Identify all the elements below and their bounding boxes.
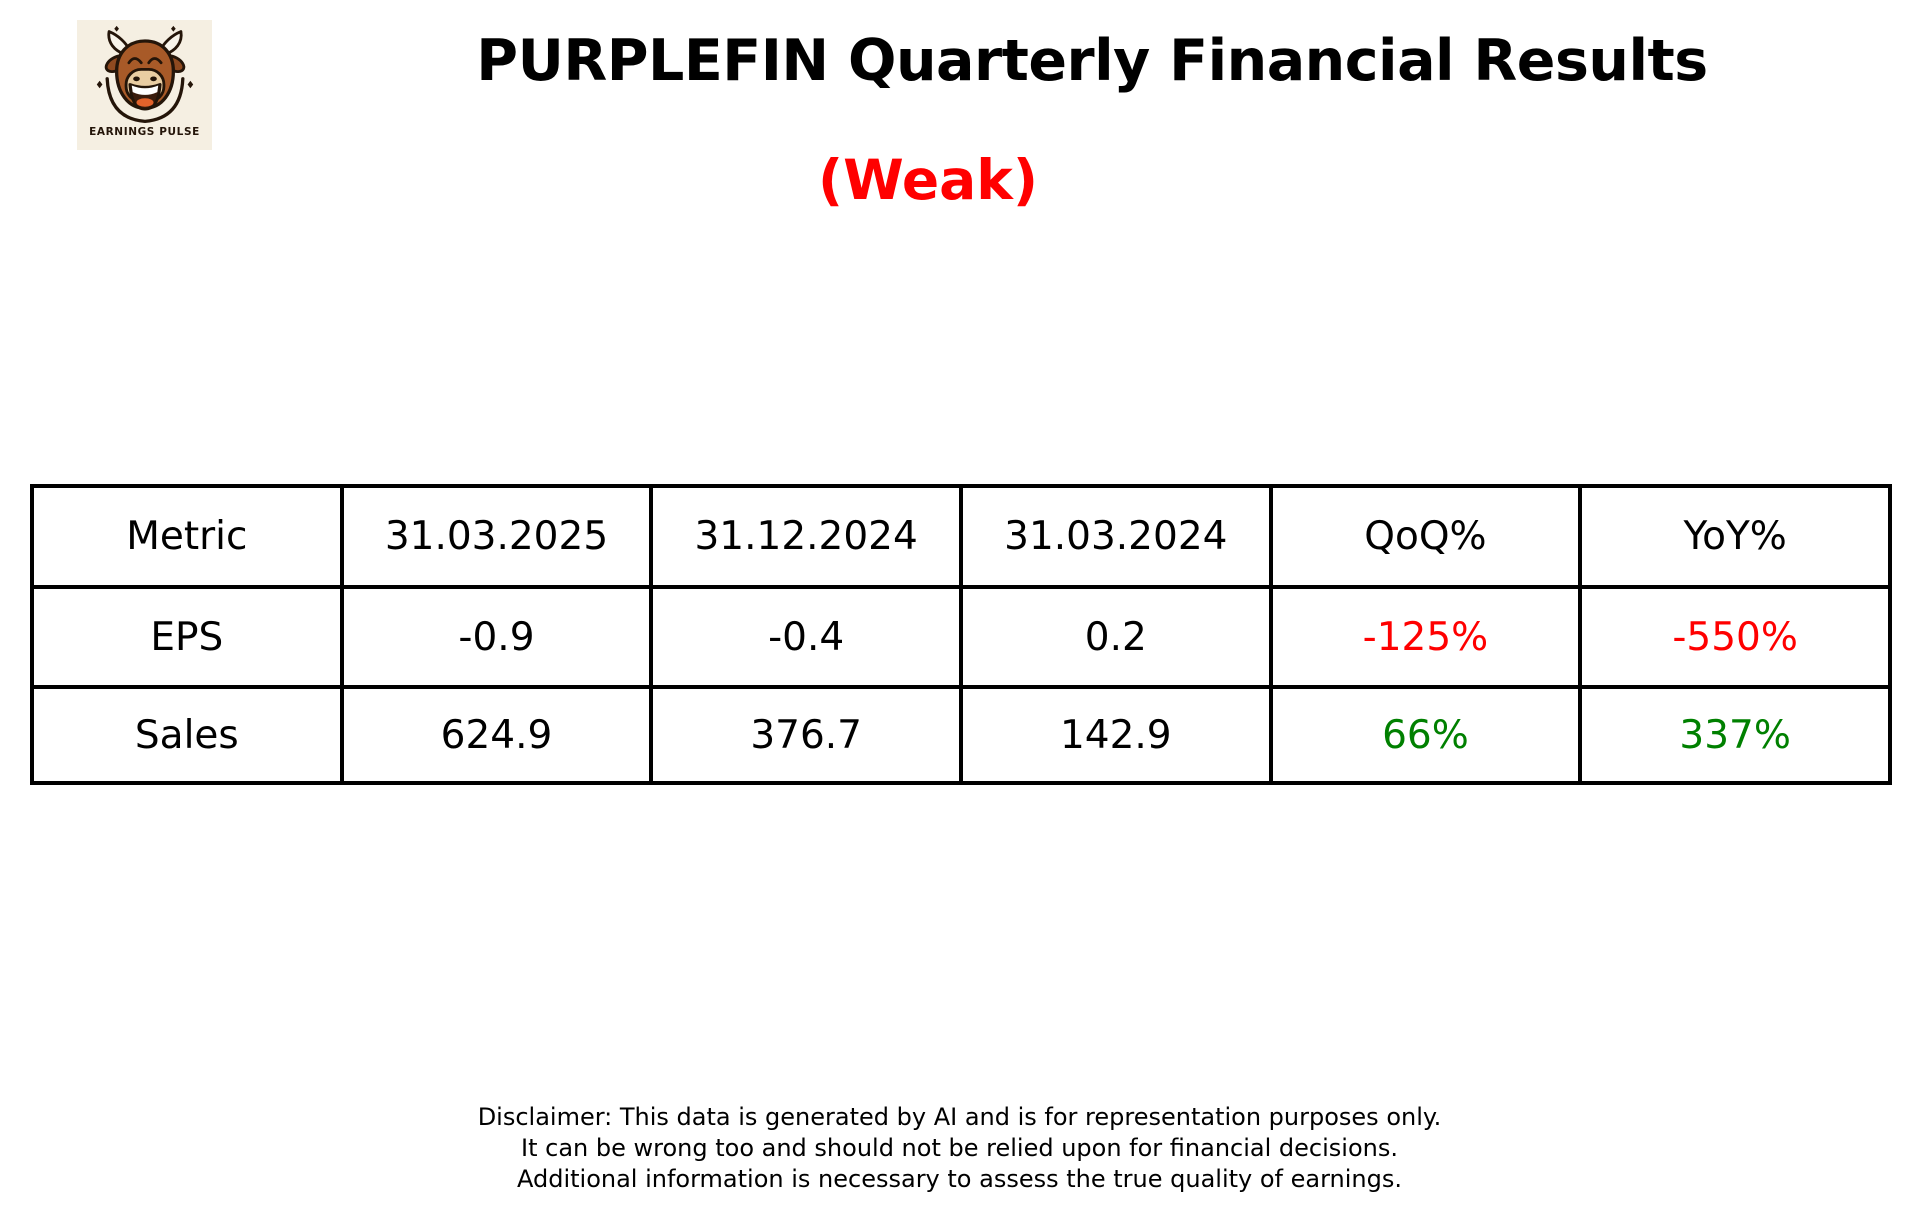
cell-sales-q-yearago: 142.9 [958,685,1273,785]
cell-eps-q-yearago: 0.2 [958,585,1273,689]
cell-eps-q-previous: -0.4 [649,585,963,689]
cell-eps-q-current: -0.9 [339,585,654,689]
sentiment-subtitle: (Weak) [818,148,1038,212]
disclaimer-line: Disclaimer: This data is generated by AI… [477,1103,1442,1131]
table-row-eps: EPS -0.9 -0.4 0.2 -125% -550% [30,585,1892,689]
cell-sales-q-current: 624.9 [339,685,654,785]
page-title: PURPLEFIN Quarterly Financial Results [476,28,1708,94]
earnings-pulse-logo: EARNINGS PULSE [77,20,212,150]
col-header-q-current: 31.03.2025 [339,484,654,589]
col-header-q-yearago: 31.03.2024 [958,484,1273,589]
cell-sales-q-previous: 376.7 [649,685,963,785]
cell-eps-metric: EPS [30,585,344,689]
table-row-sales: Sales 624.9 376.7 142.9 66% 337% [30,685,1892,785]
financial-results-table: Metric 31.03.2025 31.12.2024 31.03.2024 … [30,484,1892,785]
col-header-metric: Metric [30,484,344,589]
cell-sales-yoy: 337% [1578,685,1892,785]
table-header-row: Metric 31.03.2025 31.12.2024 31.03.2024 … [30,484,1892,589]
laughing-bull-icon [96,25,193,124]
cell-eps-qoq: -125% [1268,585,1583,689]
disclaimer-line: Additional information is necessary to a… [516,1165,1402,1193]
cell-sales-metric: Sales [30,685,344,785]
disclaimer: Disclaimer: This data is generated by AI… [0,1102,1919,1195]
brand-label: EARNINGS PULSE [89,126,200,138]
col-header-yoy: YoY% [1578,484,1892,589]
disclaimer-line: It can be wrong too and should not be re… [521,1134,1398,1162]
col-header-q-previous: 31.12.2024 [649,484,963,589]
col-header-qoq: QoQ% [1268,484,1583,589]
cell-sales-qoq: 66% [1268,685,1583,785]
cell-eps-yoy: -550% [1578,585,1892,689]
